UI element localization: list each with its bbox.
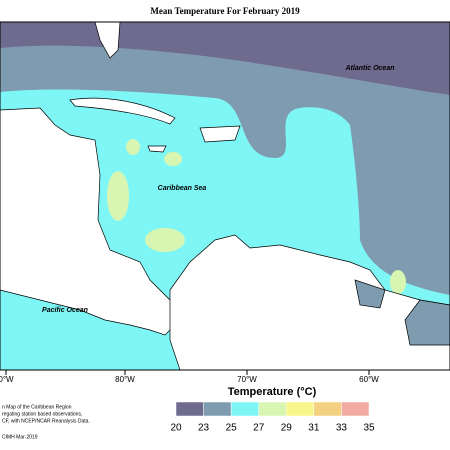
map-frame bbox=[0, 21, 450, 371]
legend-tick-label: 27 bbox=[253, 423, 265, 434]
warm-patch bbox=[145, 228, 185, 252]
legend-swatch bbox=[341, 401, 370, 417]
hispaniola bbox=[199, 125, 241, 143]
venezuela-zone bbox=[354, 279, 386, 309]
ocean-label: Atlantic Ocean bbox=[344, 65, 394, 72]
title: Mean Temperature For February 2019 bbox=[150, 6, 300, 16]
warm-patch bbox=[390, 270, 406, 294]
jamaica bbox=[147, 145, 167, 153]
sea-label: Caribbean Sea bbox=[158, 185, 207, 192]
longitude-labels: 0°W 80°W 70°W 60°W bbox=[0, 370, 379, 384]
warm-patch bbox=[126, 139, 140, 155]
legend-tick-label: 29 bbox=[281, 423, 293, 434]
legend-tick-label: 35 bbox=[363, 423, 375, 434]
map-area: Atlantic Ocean Caribbean Sea Pacific Oce… bbox=[0, 21, 450, 371]
lon-label: 0°W bbox=[0, 375, 14, 384]
legend: 20 23 25 27 29 31 33 35 bbox=[170, 401, 375, 434]
legend-swatch bbox=[313, 401, 342, 417]
lon-label: 60°W bbox=[359, 375, 379, 384]
lon-label: 70°W bbox=[237, 375, 257, 384]
cuba bbox=[69, 97, 176, 125]
legend-title: Temperature (°C) bbox=[228, 386, 317, 398]
ocean-label: Pacific Ocean bbox=[42, 307, 88, 314]
note: n Map of the Caribbean Region bbox=[2, 404, 72, 410]
legend-swatch bbox=[286, 401, 315, 417]
warm-patch bbox=[107, 171, 129, 221]
warm-patch bbox=[164, 152, 182, 166]
legend-tick-label: 33 bbox=[336, 423, 348, 434]
notes: n Map of the Caribbean Region regating s… bbox=[2, 404, 90, 440]
note: CF, with NCEP/NCAR Reanalysis Data. bbox=[2, 418, 90, 424]
guyana-zone bbox=[404, 299, 450, 346]
legend-tick-label: 23 bbox=[198, 423, 210, 434]
note: CIMH Mar-2019 bbox=[2, 434, 38, 440]
central-america bbox=[0, 107, 181, 336]
legend-tick-label: 25 bbox=[226, 423, 238, 434]
note: regating station based observations, bbox=[2, 411, 82, 417]
legend-swatch bbox=[203, 401, 232, 417]
lon-label: 80°W bbox=[115, 375, 135, 384]
legend-tick-label: 20 bbox=[170, 423, 182, 434]
legend-tick-label: 31 bbox=[308, 423, 320, 434]
legend-swatch bbox=[258, 401, 287, 417]
legend-swatch bbox=[175, 401, 204, 417]
legend-swatch bbox=[230, 401, 259, 417]
